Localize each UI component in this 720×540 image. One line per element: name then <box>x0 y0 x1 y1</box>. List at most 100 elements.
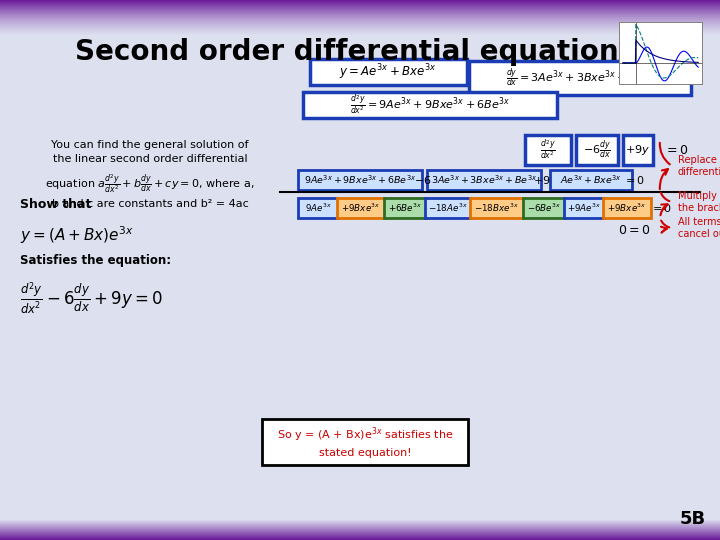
Bar <box>0 524 720 525</box>
FancyBboxPatch shape <box>337 198 385 218</box>
Bar <box>0 13 720 14</box>
Bar <box>0 534 720 535</box>
Bar <box>0 9 720 10</box>
Text: $- 18Ae^{3x}$: $- 18Ae^{3x}$ <box>428 202 468 214</box>
FancyBboxPatch shape <box>576 135 618 165</box>
Bar <box>0 4 720 5</box>
Text: Multiply out
the brackets: Multiply out the brackets <box>678 191 720 213</box>
Bar <box>0 535 720 536</box>
Text: $\frac{d^2y}{dx^2} - 6\frac{dy}{dx} + 9y = 0$: $\frac{d^2y}{dx^2} - 6\frac{dy}{dx} + 9y… <box>20 280 163 316</box>
Bar <box>0 30 720 31</box>
Text: $= 0$: $= 0$ <box>650 202 672 214</box>
Bar <box>0 0 720 1</box>
Bar <box>0 10 720 11</box>
Bar <box>0 6 720 7</box>
Text: $+9y$: $+9y$ <box>626 143 651 157</box>
FancyBboxPatch shape <box>384 198 426 218</box>
Text: $-6\frac{dy}{dx}$: $-6\frac{dy}{dx}$ <box>583 139 611 161</box>
Bar <box>0 11 720 12</box>
Text: $+ 9$: $+ 9$ <box>533 174 551 186</box>
FancyBboxPatch shape <box>603 198 651 218</box>
Text: You can find the general solution of
the linear second order differential
equati: You can find the general solution of the… <box>45 140 255 208</box>
FancyBboxPatch shape <box>525 135 571 165</box>
FancyBboxPatch shape <box>303 92 557 118</box>
Bar <box>0 520 720 521</box>
Bar <box>0 27 720 28</box>
Text: $+ 6Be^{3x}$: $+ 6Be^{3x}$ <box>388 202 422 214</box>
Bar <box>0 532 720 533</box>
Text: $= 0$: $= 0$ <box>623 174 645 186</box>
Bar <box>0 17 720 18</box>
FancyBboxPatch shape <box>469 61 691 95</box>
Text: $\frac{d^2y}{dx^2} = 9Ae^{3x} + 9Bxe^{3x} + 6Be^{3x}$: $\frac{d^2y}{dx^2} = 9Ae^{3x} + 9Bxe^{3x… <box>350 93 510 117</box>
Bar <box>0 523 720 524</box>
Bar <box>0 531 720 532</box>
Bar <box>0 24 720 25</box>
Text: $\frac{dy}{dx} = 3Ae^{3x} + 3Bxe^{3x} + Be^{3x}$: $\frac{dy}{dx} = 3Ae^{3x} + 3Bxe^{3x} + … <box>505 66 654 90</box>
FancyBboxPatch shape <box>262 419 468 465</box>
Text: $- 18Bxe^{3x}$: $- 18Bxe^{3x}$ <box>474 202 520 214</box>
Text: $+ 9Bxe^{3x}$: $+ 9Bxe^{3x}$ <box>341 202 381 214</box>
Bar <box>0 7 720 8</box>
Bar <box>0 5 720 6</box>
FancyBboxPatch shape <box>310 59 467 85</box>
Bar <box>0 522 720 523</box>
Bar <box>0 525 720 526</box>
Text: $0 = 0$: $0 = 0$ <box>618 224 650 237</box>
Bar <box>0 537 720 538</box>
Bar <box>0 1 720 2</box>
Bar <box>0 23 720 24</box>
Text: $y = (A + Bx)e^{3x}$: $y = (A + Bx)e^{3x}$ <box>20 224 134 246</box>
Text: Replace the
differentials: Replace the differentials <box>678 155 720 177</box>
Text: $= 0$: $= 0$ <box>664 144 688 157</box>
Bar <box>0 12 720 13</box>
FancyBboxPatch shape <box>623 135 653 165</box>
Bar <box>0 32 720 33</box>
Text: So y = (A + Bx)e$^{3x}$ satisfies the
stated equation!: So y = (A + Bx)e$^{3x}$ satisfies the st… <box>276 426 453 458</box>
Bar <box>0 29 720 30</box>
Text: $\frac{d^2y}{dx^2}$: $\frac{d^2y}{dx^2}$ <box>540 139 556 161</box>
Bar <box>0 15 720 16</box>
Bar <box>0 25 720 26</box>
Bar <box>0 521 720 522</box>
FancyBboxPatch shape <box>298 198 338 218</box>
Bar <box>0 536 720 537</box>
Bar <box>0 26 720 27</box>
Text: $9Ae^{3x}$: $9Ae^{3x}$ <box>305 202 331 214</box>
Text: $+ 9Ae^{3x}$: $+ 9Ae^{3x}$ <box>567 202 601 214</box>
FancyBboxPatch shape <box>298 170 422 190</box>
Text: $y = Ae^{3x} + Bxe^{3x}$: $y = Ae^{3x} + Bxe^{3x}$ <box>339 62 437 82</box>
Bar <box>0 28 720 29</box>
FancyBboxPatch shape <box>470 198 524 218</box>
FancyBboxPatch shape <box>425 198 471 218</box>
Bar <box>0 34 720 35</box>
Text: $- 6$: $- 6$ <box>414 174 432 186</box>
Bar <box>0 3 720 4</box>
Text: All terms
cancel out: All terms cancel out <box>678 217 720 239</box>
Text: $9Ae^{3x} + 9Bxe^{3x} + 6Be^{3x}$: $9Ae^{3x} + 9Bxe^{3x} + 6Be^{3x}$ <box>304 174 416 186</box>
Bar <box>0 31 720 32</box>
Bar <box>0 530 720 531</box>
Text: Show that: Show that <box>20 198 91 211</box>
Text: $3Ae^{3x} + 3Bxe^{3x} + Be^{3x}$: $3Ae^{3x} + 3Bxe^{3x} + Be^{3x}$ <box>431 174 537 186</box>
Bar <box>0 19 720 20</box>
Bar <box>0 21 720 22</box>
Bar <box>0 538 720 539</box>
FancyBboxPatch shape <box>564 198 604 218</box>
Bar <box>0 2 720 3</box>
Text: Second order differential equations: Second order differential equations <box>75 38 635 66</box>
Bar <box>0 14 720 15</box>
Bar <box>0 539 720 540</box>
Bar <box>0 20 720 21</box>
Bar <box>0 33 720 34</box>
Bar <box>0 16 720 17</box>
FancyBboxPatch shape <box>550 170 632 190</box>
Text: 5B: 5B <box>680 510 706 528</box>
Bar <box>0 22 720 23</box>
Text: $- 6Be^{3x}$: $- 6Be^{3x}$ <box>527 202 561 214</box>
FancyBboxPatch shape <box>523 198 565 218</box>
Bar <box>0 533 720 534</box>
Bar <box>0 529 720 530</box>
Bar <box>0 18 720 19</box>
Text: $+ 9Bxe^{3x}$: $+ 9Bxe^{3x}$ <box>607 202 647 214</box>
